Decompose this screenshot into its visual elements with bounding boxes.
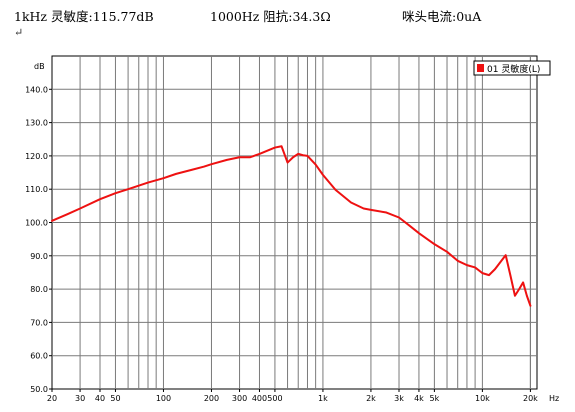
paragraph-return-mark: ↵: [14, 26, 24, 39]
x-axis-label: Hz: [549, 394, 559, 403]
x-tick-label: 40: [95, 394, 105, 403]
y-tick-label: 80.0: [30, 285, 48, 294]
x-axis-ticks: 20 30 40 50 100 200 300 400 500 1k 2k 3k 4k 5k 10k 20k: [47, 389, 538, 403]
x-tick-label: 20: [47, 394, 57, 403]
y-tick-label: 70.0: [30, 318, 48, 327]
y-tick-label: 100.0: [25, 219, 48, 228]
sensitivity-readout: 1kHz 灵敏度:115.77dB: [14, 9, 154, 24]
y-tick-label: 130.0: [25, 119, 48, 128]
x-tick-label: 400: [252, 394, 267, 403]
x-tick-label: 100: [156, 394, 171, 403]
mic-current-readout: 咪头电流:0uA: [402, 9, 482, 24]
x-tick-label: 3k: [394, 394, 404, 403]
grid-layer: [52, 56, 537, 389]
y-tick-label: 50.0: [30, 385, 48, 394]
y-axis-ticks: 50.0 60.0 70.0 80.0 90.0 100.0 110.0 120.0 130.0…: [25, 85, 52, 394]
y-tick-label: 120.0: [25, 152, 48, 161]
x-tick-label: 20k: [523, 394, 538, 403]
legend-swatch: [477, 64, 484, 72]
x-tick-label: 10k: [475, 394, 490, 403]
x-tick-label: 2k: [366, 394, 376, 403]
series-layer: [51, 145, 532, 307]
x-tick-label: 200: [204, 394, 219, 403]
x-tick-label: 1k: [318, 394, 328, 403]
x-tick-label: 4k: [414, 394, 424, 403]
x-tick-label: 5k: [430, 394, 440, 403]
y-axis-label: dB: [34, 62, 45, 71]
y-tick-label: 110.0: [25, 185, 48, 194]
y-tick-label: 90.0: [30, 252, 48, 261]
x-tick-label: 500: [267, 394, 282, 403]
y-tick-label: 140.0: [25, 85, 48, 94]
x-tick-label: 50: [110, 394, 120, 403]
legend: 01 灵敏度(L): [473, 60, 551, 76]
legend-box: [473, 60, 551, 76]
y-tick-label: 60.0: [30, 352, 48, 361]
header-line: 1kHz 灵敏度:115.77dB 1000Hz 阻抗:34.3Ω 咪头电流:0…: [14, 6, 564, 24]
impedance-readout: 1000Hz 阻抗:34.3Ω: [210, 9, 331, 24]
x-tick-label: 300: [232, 394, 247, 403]
x-tick-label: 30: [75, 394, 85, 403]
series-line: [51, 145, 532, 307]
legend-label: 01 灵敏度(L): [487, 63, 540, 75]
